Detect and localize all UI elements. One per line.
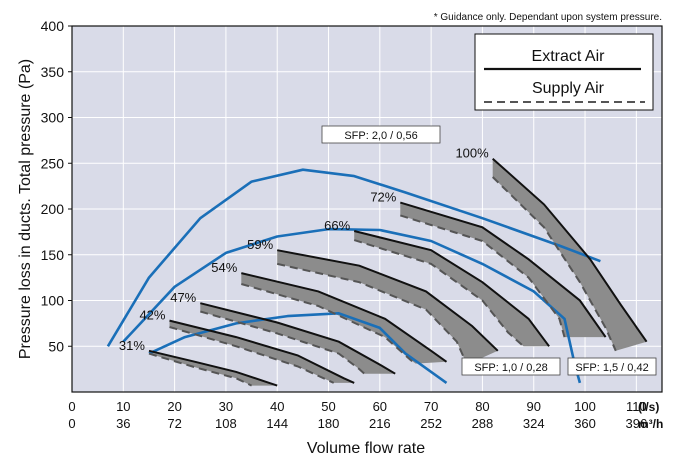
- legend-label-supply: Supply Air: [532, 80, 605, 97]
- x-tick-label-ls: 100: [574, 399, 596, 414]
- y-tick-label: 300: [41, 110, 65, 126]
- supply-air-curve: [400, 214, 566, 338]
- sfp-curve: [122, 227, 582, 384]
- extract-air-curve: [241, 272, 448, 363]
- y-tick-label: 250: [41, 155, 65, 171]
- fan-speed-labels: 31% 42% 47% 54% 59% 66% 72% 100%: [119, 146, 489, 353]
- y-axis-title: Pressure loss in ducts. Total pressure (…: [17, 59, 34, 359]
- y-tick-label: 400: [41, 18, 65, 34]
- legend-label-extract: Extract Air: [532, 48, 606, 65]
- x-tick-label-m3h: 324: [523, 416, 545, 431]
- legend: Extract Air Supply Air: [474, 33, 654, 111]
- x-tick-label-m3h: 108: [215, 416, 237, 431]
- extract-air-curve: [277, 249, 499, 352]
- fan-curve-band: [492, 158, 647, 351]
- sfp-label: SFP: 1,5 / 0,42: [575, 362, 648, 374]
- fan-speed-label: 47%: [170, 290, 196, 305]
- extract-air-curve: [492, 157, 648, 343]
- supply-air-curve: [276, 262, 468, 366]
- x-tick-label-ls: 20: [167, 399, 181, 414]
- x-unit-m3h: m³/h: [638, 417, 663, 431]
- supply-air-curve: [148, 352, 253, 387]
- x-tick-label-m3h: 180: [318, 416, 340, 431]
- fan-curve-band: [241, 273, 447, 364]
- fan-curve-band: [169, 320, 355, 383]
- x-tick-label-ls: 60: [373, 399, 387, 414]
- x-tick-label-ls: 0: [68, 399, 75, 414]
- x-axis-title: Volume flow rate: [307, 440, 425, 457]
- x-tick-label-m3h: 72: [167, 416, 181, 431]
- sfp-label-box: [567, 357, 657, 376]
- extract-air-curve: [148, 349, 278, 387]
- fan-speed-label: 59%: [247, 237, 273, 252]
- x-tick-label-ls: 70: [424, 399, 438, 414]
- y-tick-label: 50: [48, 338, 64, 354]
- x-tick-label-ls: 80: [475, 399, 489, 414]
- fan-speed-label: 31%: [119, 338, 145, 353]
- sfp-label: SFP: 2,0 / 0,56: [344, 130, 417, 142]
- supply-air-curve: [241, 283, 417, 365]
- sfp-label-box: [461, 357, 561, 376]
- sfp-label: SFP: 1,0 / 0,28: [474, 362, 547, 374]
- fan-speed-label: 72%: [370, 190, 396, 205]
- sfp-curve: [106, 168, 601, 347]
- guidance-note: * Guidance only. Dependant upon system p…: [434, 12, 662, 23]
- sfp-curves: [106, 168, 601, 384]
- supply-air-curve: [200, 310, 366, 375]
- x-tick-label-ls: 90: [527, 399, 541, 414]
- y-tick-label: 350: [41, 64, 65, 80]
- x-tick-label-m3h: 396: [625, 416, 647, 431]
- y-tick-label: 100: [41, 293, 65, 309]
- sfp-label-box: [321, 125, 441, 144]
- x-tick-label-m3h: 36: [116, 416, 130, 431]
- x-tick-label-ls: 50: [321, 399, 335, 414]
- extract-air-curve: [400, 201, 607, 338]
- x-tick-label-ls: 10: [116, 399, 130, 414]
- sfp-curve: [148, 311, 448, 384]
- fan-curve-band: [354, 231, 550, 347]
- supply-air-curve: [491, 176, 617, 352]
- fan-speed-label: 42%: [139, 308, 165, 323]
- x-tick-label-m3h: 288: [472, 416, 494, 431]
- x-tick-label-ls: 30: [219, 399, 233, 414]
- x-axis-m3h: 0 36 72 108 144 180 216 252 288 324 360 396: [68, 416, 647, 431]
- fan-curve-lines: [148, 157, 648, 387]
- x-unit-ls: (l/s): [638, 400, 659, 414]
- x-tick-label-m3h: 0: [68, 416, 75, 431]
- x-tick-label-m3h: 252: [420, 416, 442, 431]
- fan-curve-band: [149, 350, 278, 386]
- x-axis-ls: 0 10 20 30 40 50 60 70 80 90 100 110: [68, 399, 646, 414]
- x-tick-label-ls: 40: [270, 399, 284, 414]
- x-tick-label-m3h: 360: [574, 416, 596, 431]
- fan-speed-label: 100%: [455, 146, 489, 161]
- extract-air-curve: [200, 302, 396, 375]
- y-axis: 50 100 150 200 250 300 350 400: [41, 18, 72, 354]
- x-tick-label-m3h: 144: [266, 416, 288, 431]
- x-tick-label-ls: 110: [626, 399, 647, 414]
- fan-speed-label: 54%: [211, 260, 237, 275]
- x-tick-label-m3h: 216: [369, 416, 391, 431]
- legend-box: [474, 33, 654, 111]
- fan-speed-label: 66%: [324, 218, 350, 233]
- extract-air-curve: [353, 230, 550, 347]
- fan-curve-band: [277, 250, 498, 365]
- y-tick-label: 150: [41, 247, 65, 263]
- y-tick-label: 200: [41, 201, 65, 217]
- supply-air-curve: [353, 239, 525, 348]
- sfp-labels: SFP: 2,0 / 0,56 SFP: 1,5 / 0,42 SFP: 1,0 /…: [321, 125, 657, 376]
- extract-air-curve: [169, 319, 355, 384]
- fan-curve-band: [400, 202, 606, 338]
